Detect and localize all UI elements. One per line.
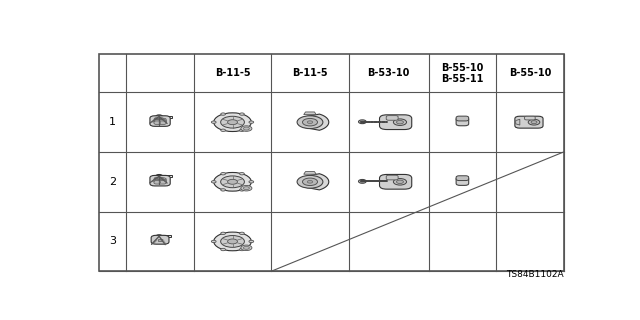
Bar xyxy=(99,54,564,271)
Circle shape xyxy=(241,186,252,191)
Circle shape xyxy=(214,172,252,191)
Circle shape xyxy=(358,180,366,183)
Circle shape xyxy=(239,232,244,235)
FancyBboxPatch shape xyxy=(158,239,162,241)
Circle shape xyxy=(360,121,364,123)
FancyBboxPatch shape xyxy=(456,177,468,185)
Circle shape xyxy=(221,129,225,132)
Circle shape xyxy=(221,232,225,235)
Circle shape xyxy=(221,113,225,115)
Circle shape xyxy=(211,121,216,123)
Circle shape xyxy=(214,232,252,251)
Circle shape xyxy=(303,118,317,126)
FancyBboxPatch shape xyxy=(525,116,535,120)
Circle shape xyxy=(243,187,250,190)
Polygon shape xyxy=(300,174,329,190)
Circle shape xyxy=(249,121,253,123)
Text: B-55-10: B-55-10 xyxy=(509,68,551,78)
Circle shape xyxy=(297,175,323,188)
Circle shape xyxy=(221,116,244,128)
Circle shape xyxy=(241,245,252,251)
Circle shape xyxy=(228,239,237,244)
Circle shape xyxy=(249,180,253,183)
FancyBboxPatch shape xyxy=(154,118,166,122)
Circle shape xyxy=(397,120,403,124)
FancyBboxPatch shape xyxy=(150,175,170,186)
FancyBboxPatch shape xyxy=(154,121,166,124)
Circle shape xyxy=(243,127,250,130)
Text: 2: 2 xyxy=(109,177,116,187)
Circle shape xyxy=(228,179,237,184)
FancyBboxPatch shape xyxy=(154,178,166,181)
Polygon shape xyxy=(304,172,316,174)
Circle shape xyxy=(239,113,244,115)
FancyBboxPatch shape xyxy=(161,235,171,237)
FancyBboxPatch shape xyxy=(161,116,172,117)
Polygon shape xyxy=(516,119,520,125)
Circle shape xyxy=(394,179,406,185)
FancyBboxPatch shape xyxy=(161,175,172,177)
Circle shape xyxy=(303,178,317,186)
Circle shape xyxy=(358,120,366,124)
Polygon shape xyxy=(304,112,316,115)
Text: 3: 3 xyxy=(109,236,116,246)
Circle shape xyxy=(394,119,406,125)
Circle shape xyxy=(243,246,250,249)
FancyBboxPatch shape xyxy=(456,176,468,180)
Circle shape xyxy=(239,129,244,132)
FancyBboxPatch shape xyxy=(154,120,166,123)
Text: B-55-10
B-55-11: B-55-10 B-55-11 xyxy=(441,63,484,84)
Circle shape xyxy=(228,120,237,124)
FancyBboxPatch shape xyxy=(151,235,169,244)
Circle shape xyxy=(297,116,323,129)
Circle shape xyxy=(241,126,252,131)
Circle shape xyxy=(221,172,225,175)
Text: B-53-10: B-53-10 xyxy=(367,68,410,78)
Circle shape xyxy=(249,240,253,243)
Circle shape xyxy=(221,176,244,188)
FancyBboxPatch shape xyxy=(380,174,412,189)
Circle shape xyxy=(239,189,244,191)
Circle shape xyxy=(239,172,244,175)
FancyBboxPatch shape xyxy=(380,115,412,130)
Text: B-11-5: B-11-5 xyxy=(214,68,250,78)
Circle shape xyxy=(528,119,540,125)
FancyBboxPatch shape xyxy=(150,116,170,126)
FancyBboxPatch shape xyxy=(154,179,166,183)
Circle shape xyxy=(221,248,225,251)
Text: 1: 1 xyxy=(109,117,116,127)
Circle shape xyxy=(307,121,313,124)
Circle shape xyxy=(531,121,537,124)
Text: TS84B1102A: TS84B1102A xyxy=(506,270,564,279)
FancyBboxPatch shape xyxy=(456,117,468,126)
Polygon shape xyxy=(300,114,329,130)
Circle shape xyxy=(397,180,403,184)
Circle shape xyxy=(239,248,244,251)
FancyBboxPatch shape xyxy=(154,180,166,184)
Text: B-11-5: B-11-5 xyxy=(292,68,328,78)
Circle shape xyxy=(307,180,313,183)
FancyBboxPatch shape xyxy=(456,116,468,121)
Circle shape xyxy=(221,236,244,247)
FancyBboxPatch shape xyxy=(386,175,398,180)
Circle shape xyxy=(360,180,364,182)
Circle shape xyxy=(211,180,216,183)
Circle shape xyxy=(211,240,216,243)
FancyBboxPatch shape xyxy=(515,116,543,128)
Circle shape xyxy=(221,189,225,191)
Circle shape xyxy=(214,113,252,132)
FancyBboxPatch shape xyxy=(386,116,398,120)
